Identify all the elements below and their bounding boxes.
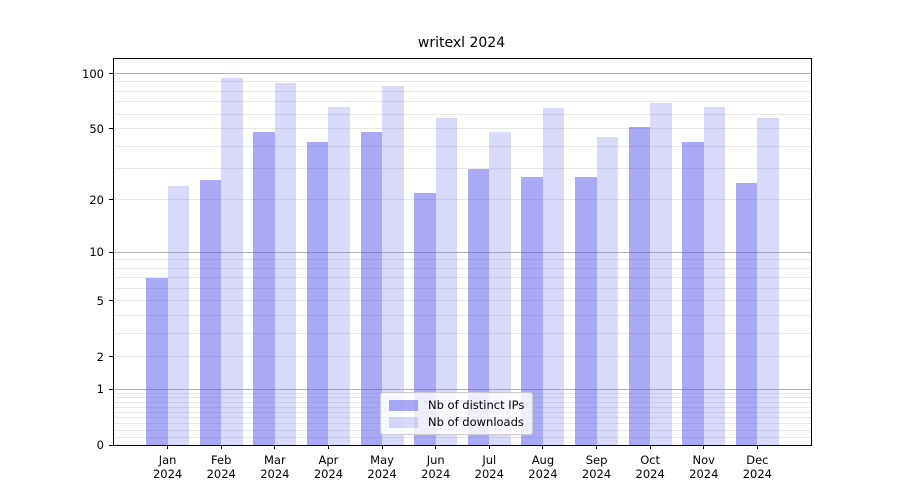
x-tick-nov [703,445,705,449]
minor-gridline-90 [114,81,811,83]
x-tick-label-sep: Sep 2024 [581,453,612,481]
y-tick-label-50: 50 [89,121,104,136]
x-tick-label-jul: Jul 2024 [474,453,504,481]
bar-nb-of-downloads-aug [542,107,565,445]
y-tick-50 [109,128,113,130]
y-tick-100 [109,73,113,75]
x-tick-label-feb: Feb 2024 [206,453,236,481]
bar-nb-of-distinct-ips-jan [146,277,168,445]
minor-gridline-2 [114,356,811,358]
x-tick-label-may: May 2024 [367,453,397,481]
bar-nb-of-downloads-jul [489,131,511,445]
x-tick-feb [220,445,222,449]
legend-item-downloads: Nb of downloads [389,415,524,429]
legend: Nb of distinct IPs Nb of downloads [380,392,534,435]
bar-nb-of-distinct-ips-may [360,131,383,445]
minor-gridline-8 [114,267,811,269]
legend-label-downloads: Nb of downloads [428,415,524,429]
x-tick-oct [649,445,651,449]
bar-nb-of-downloads-nov [703,106,726,445]
legend-swatch-downloads [389,416,418,428]
x-tick-label-dec: Dec 2024 [742,453,773,481]
bar-nb-of-distinct-ips-jul [467,168,490,445]
minor-gridline-4 [114,314,811,316]
bar-nb-of-distinct-ips-oct [628,126,651,445]
x-tick-aug [542,445,544,449]
x-tick-apr [327,445,329,449]
minor-gridline-6 [114,287,811,289]
x-tick-label-nov: Nov 2024 [689,453,719,481]
y-tick-label-2: 2 [96,349,104,364]
y-tick-20 [109,199,113,201]
minor-gridline-40 [114,145,811,147]
major-gridline-1 [114,388,811,390]
x-tick-sep [596,445,598,449]
x-tick-label-aug: Aug 2024 [528,453,558,481]
y-tick-0 [109,444,113,446]
bar-nb-of-downloads-dec [757,118,779,445]
legend-label-distinct-ips: Nb of distinct IPs [428,398,525,412]
minor-gridline-0-1 [114,436,811,438]
major-gridline-100 [114,73,811,75]
x-tick-may [381,445,383,449]
minor-gridline-60 [114,113,811,115]
bar-nb-of-downloads-feb [221,77,243,445]
bar-nb-of-downloads-jan [167,185,190,445]
x-tick-jun [435,445,437,449]
bar-nb-of-downloads-apr [328,106,350,445]
x-tick-label-oct: Oct 2024 [635,453,665,481]
minor-gridline-70 [114,101,811,103]
minor-gridline-20 [114,199,811,201]
x-tick-label-jun: Jun 2024 [421,453,451,481]
x-tick-jul [488,445,490,449]
plot-area: 100 50 20 10 5 2 1 0 Jan 2024 Feb 2024 Mar 2024 Apr 202… [82,58,812,481]
y-tick-label-1: 1 [96,382,104,397]
y-tick-label-100: 100 [82,66,104,81]
minor-gridline-9 [114,259,811,261]
bar-nb-of-downloads-mar [274,82,297,445]
x-tick-label-jan: Jan 2024 [152,453,183,481]
bar-nb-of-distinct-ips-feb [199,179,222,445]
bar-nb-of-distinct-ips-apr [307,142,329,445]
bar-nb-of-distinct-ips-nov [682,142,704,445]
bar-nb-of-distinct-ips-jun [414,192,436,445]
x-tick-label-mar: Mar 2024 [260,453,290,481]
major-gridline-10 [114,251,811,253]
minor-gridline-3 [114,332,811,334]
x-tick-mar [274,445,276,449]
minor-gridline-80 [114,90,811,92]
x-tick-label-apr: Apr 2024 [313,453,344,481]
y-tick-5 [109,300,113,302]
legend-item-distinct-ips: Nb of distinct IPs [389,398,524,412]
x-tick-jan [167,445,169,449]
y-tick-1 [109,388,113,390]
chart-title: writexl 2024 [417,35,506,51]
y-tick-2 [109,356,113,358]
minor-gridline-5 [114,300,811,302]
bar-nb-of-downloads-oct [650,103,672,445]
bar-nb-of-downloads-may [382,86,404,445]
bar-nb-of-distinct-ips-dec [735,182,758,445]
bar-nb-of-downloads-jun [435,118,458,445]
y-tick-label-10: 10 [89,245,104,259]
x-tick-dec [756,445,758,449]
minor-gridline-7 [114,277,811,279]
minor-gridline-30 [114,168,811,170]
y-tick-label-5: 5 [96,293,104,308]
legend-swatch-distinct-ips [389,399,418,411]
bar-nb-of-downloads-sep [596,136,618,445]
y-tick-10 [109,251,113,253]
minor-gridline-50 [114,128,811,130]
y-tick-label-20: 20 [89,192,104,207]
bar-nb-of-distinct-ips-mar [253,131,275,445]
bar-nb-of-distinct-ips-aug [521,176,543,445]
y-tick-label-0: 0 [96,438,104,452]
bar-nb-of-distinct-ips-sep [575,176,597,445]
